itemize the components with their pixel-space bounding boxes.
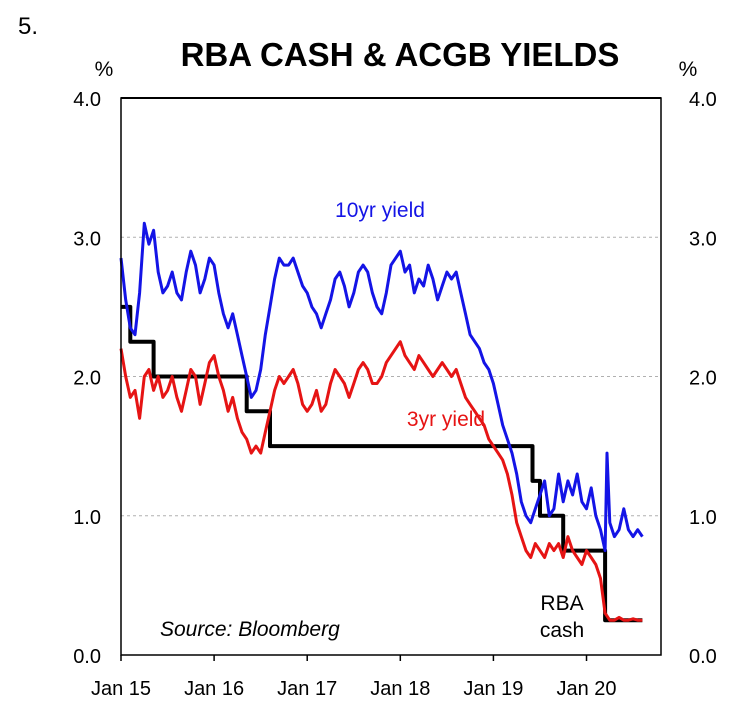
series-label-3yr: 3yr yield xyxy=(407,408,485,431)
chart-title: RBA CASH & ACGB YIELDS xyxy=(181,36,620,73)
y-tick-label-left: 2.0 xyxy=(73,368,101,390)
x-tick-label: Jan 20 xyxy=(556,678,616,700)
y-tick-label-right: 2.0 xyxy=(689,368,717,390)
x-tick-label: Jan 18 xyxy=(370,678,430,700)
series-label-10yr: 10yr yield xyxy=(335,199,425,222)
y-tick-label-left: 4.0 xyxy=(73,89,101,111)
x-tick-label: Jan 19 xyxy=(463,678,523,700)
tick-layer: 0.0 0.0 1.0 1.0 2.0 2.0 3.0 3.0 4.0 4.0 Jan 15 Jan … xyxy=(73,89,717,700)
figure-number: 5. xyxy=(18,13,38,40)
y-tick-label-right: 0.0 xyxy=(689,646,717,668)
plot-frame xyxy=(120,97,662,656)
grid-layer xyxy=(121,97,661,517)
x-tick-label: Jan 17 xyxy=(277,678,337,700)
series-label-rba-cash-line1: RBA xyxy=(540,592,583,615)
x-tick-label: Jan 15 xyxy=(91,678,151,700)
series-layer xyxy=(119,221,644,623)
series-line-10yr-yield xyxy=(119,221,644,553)
y-tick-label-left: 0.0 xyxy=(73,646,101,668)
y-unit-left: % xyxy=(95,58,114,81)
y-unit-right: % xyxy=(679,58,698,81)
y-tick-label-left: 3.0 xyxy=(73,228,101,250)
series-line-3yr-yield xyxy=(119,340,643,622)
source-note: Source: Bloomberg xyxy=(160,618,340,641)
y-tick-label-right: 3.0 xyxy=(689,228,717,250)
series-label-rba-cash-line2: cash xyxy=(540,619,584,642)
y-tick-label-left: 1.0 xyxy=(73,507,101,529)
y-tick-label-right: 1.0 xyxy=(689,507,717,529)
series-line-rba-cash xyxy=(121,304,643,623)
x-tick-label: Jan 16 xyxy=(184,678,244,700)
y-tick-label-right: 4.0 xyxy=(689,89,717,111)
